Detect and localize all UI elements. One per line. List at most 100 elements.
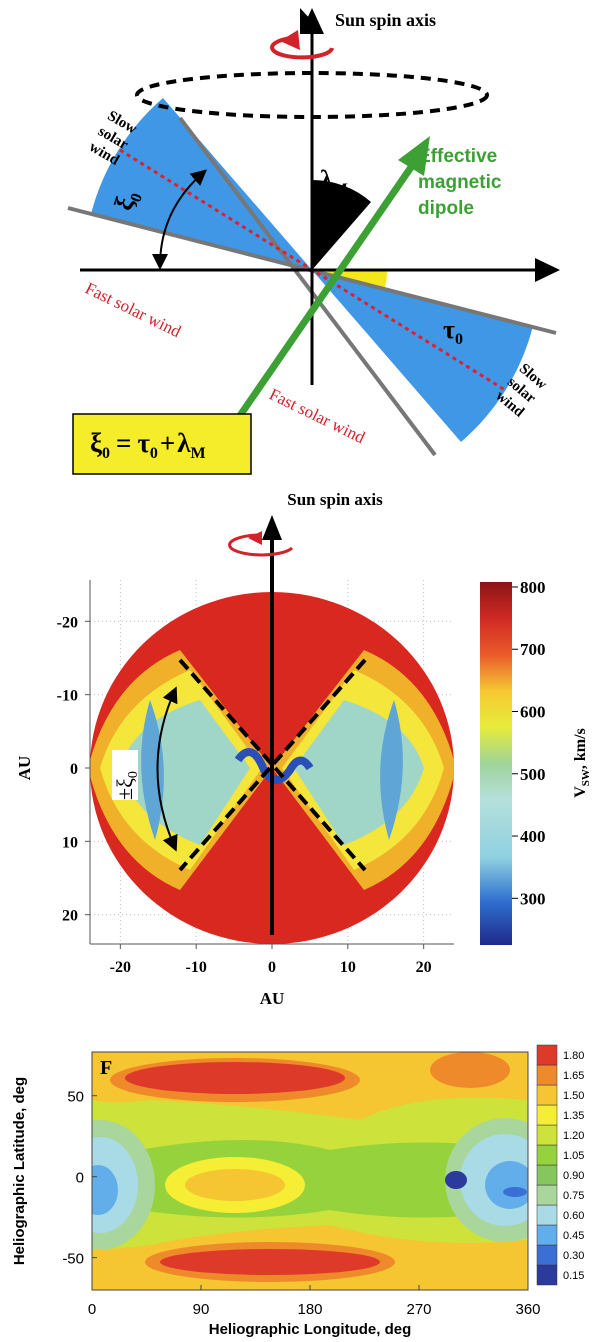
colorbar-tick-label: 0.30	[563, 1250, 584, 1262]
annotation-bg	[112, 750, 138, 800]
formula: ξ0 = τ0+λM	[90, 428, 206, 462]
symbol: τ	[137, 428, 150, 458]
y-tick-label: 50	[67, 1089, 84, 1106]
xi-arc	[156, 686, 178, 852]
colorbar-level	[536, 1224, 558, 1246]
x-tick-label: 270	[406, 1301, 431, 1318]
dipole-diagram: Sun spin axis Effective magnetic dipole …	[67, 8, 560, 475]
arrow-head	[398, 136, 430, 176]
subscript: M	[333, 181, 348, 198]
arrow-head	[535, 258, 560, 282]
y-tick-label: 0	[70, 761, 78, 778]
colorbar-level	[536, 1044, 558, 1066]
tau-label: τ0	[443, 315, 463, 348]
colorbar-level	[536, 1264, 558, 1286]
cone-line	[178, 658, 367, 872]
y-tick-label: -50	[62, 1251, 84, 1268]
colorbar-tick-label: 1.35	[563, 1110, 584, 1122]
arrow-head	[300, 8, 324, 34]
x-tick-label: 10	[340, 959, 356, 976]
dipole-label: Effective	[418, 146, 497, 167]
lambda-wedge	[312, 179, 371, 270]
x-tick-label: 0	[268, 959, 276, 976]
arrow-head	[280, 30, 300, 50]
latitude-longitude-map: F Heliographic Longitude, deg Heliograph…	[11, 1044, 584, 1338]
dipole-arrow	[205, 158, 419, 464]
colorbar-tick-label: 1.50	[563, 1090, 584, 1102]
dipole-label: dipole	[418, 198, 474, 219]
lambda-label: λM	[320, 165, 348, 198]
y-tick-label: 0	[76, 1170, 84, 1187]
x-axis-label: Heliographic Longitude, deg	[209, 1321, 412, 1338]
colorbar-tick-label: 0.60	[563, 1210, 584, 1222]
y-tick-label: 10	[62, 834, 78, 851]
colorbar-tick-label: 1.20	[563, 1130, 584, 1142]
colorbar-level	[536, 1144, 558, 1166]
y-axis-label: Heliographic Latitude, deg	[11, 1077, 28, 1265]
x-tick-label: 20	[416, 959, 432, 976]
xi-arc	[152, 169, 208, 270]
arrow-head	[248, 531, 262, 545]
colorbar-tick-label: 700	[520, 640, 546, 659]
fast-wind-label: Fast solar wind	[266, 385, 368, 448]
subscript: 0	[102, 445, 110, 462]
colorbar-tick-label: 500	[520, 765, 546, 784]
colorbar-level	[536, 1244, 558, 1266]
x-tick-label: 180	[297, 1301, 322, 1318]
symbol: λ	[320, 165, 333, 194]
colorbar-tick-label: 0.75	[563, 1190, 584, 1202]
colorbar-tick-label: 400	[520, 827, 546, 846]
label: V	[572, 786, 589, 798]
wind-speed-map: ±ξ0 Sun spin axis AU AU VSW, km/s -20 -10…	[15, 490, 592, 1008]
contour-field	[92, 1052, 528, 1290]
colorbar-tick-label: 1.80	[563, 1050, 584, 1062]
subscript: M	[191, 445, 206, 462]
axis-label: Sun spin axis	[335, 10, 436, 30]
colorbar-tick-label: 0.15	[563, 1270, 584, 1282]
x-tick-label: 0	[88, 1301, 96, 1318]
colorbar-tick-label: 0.45	[563, 1230, 584, 1242]
colorbar-tick-label: 600	[520, 703, 546, 722]
label: , km/s	[572, 728, 589, 769]
rotation-arrow	[270, 36, 334, 60]
dipole-label: magnetic	[418, 172, 502, 193]
symbol: ±ξ	[112, 778, 137, 800]
colorbar-level	[536, 1184, 558, 1206]
colorbar-tick-label: 0.90	[563, 1170, 584, 1182]
colorbar-label: VSW, km/s	[572, 728, 592, 798]
annotation: ±ξ0	[112, 771, 141, 800]
colorbar-level	[536, 1124, 558, 1146]
colorbar-level	[536, 1164, 558, 1186]
slow-wind-wedge	[312, 270, 533, 442]
colorbar-tick-label: 300	[520, 889, 546, 908]
subscript: SW	[580, 769, 592, 786]
x-tick-label: 360	[515, 1301, 540, 1318]
y-tick-label: 20	[62, 908, 78, 925]
symbol: =	[116, 428, 131, 458]
boundary-line	[178, 116, 437, 457]
y-tick-label: -10	[57, 688, 78, 705]
fast-wind-label: Fast solar wind	[82, 279, 184, 342]
subscript: 0	[150, 445, 158, 462]
colorbar-level	[536, 1084, 558, 1106]
colorbar	[480, 582, 512, 945]
arrow-head	[262, 515, 282, 540]
symbol: τ	[443, 315, 455, 344]
symbol: ξ	[90, 428, 103, 458]
panel-label: F	[100, 1057, 112, 1079]
y-tick-label: -20	[57, 614, 78, 631]
colorbar-tick-label: 1.65	[563, 1070, 584, 1082]
formula-box	[72, 413, 252, 475]
cone-line	[178, 658, 367, 872]
panel-title: Sun spin axis	[287, 490, 383, 509]
subscript: 0	[455, 331, 463, 348]
colorbar-level	[536, 1104, 558, 1126]
rotation-arrow	[228, 533, 294, 557]
colorbar-level	[536, 1064, 558, 1086]
symbol: +	[160, 428, 175, 458]
x-axis-label: AU	[260, 989, 285, 1008]
x-tick-label: -10	[186, 959, 207, 976]
x-tick-label: 90	[193, 1301, 210, 1318]
symbol: λ	[177, 428, 191, 458]
